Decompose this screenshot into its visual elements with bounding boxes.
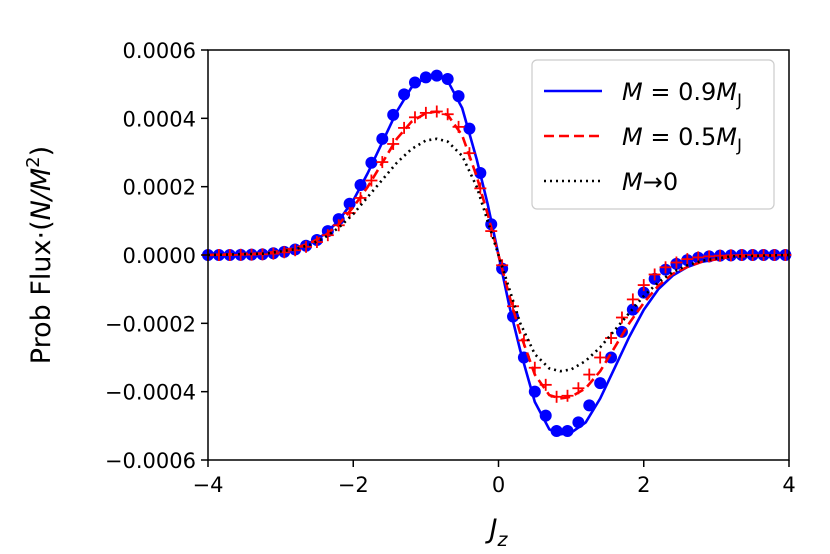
y-axis-label-suffix: ) xyxy=(26,146,57,157)
series-1-point-18 xyxy=(398,121,411,134)
series-layer xyxy=(202,69,792,437)
y-tick-label-3: 0.0000 xyxy=(123,244,196,268)
x-tick-label-2: 0 xyxy=(492,473,505,497)
series-0-point-32 xyxy=(550,424,563,437)
legend-label-2: M→0 xyxy=(622,168,678,196)
series-0-point-18 xyxy=(398,88,411,101)
y-axis-label-sup: 2 xyxy=(23,156,44,167)
y-tick-label-5: 0.0004 xyxy=(123,107,196,131)
series-0-point-24 xyxy=(463,122,476,135)
series-1-point-15 xyxy=(365,174,378,187)
series-1-point-21 xyxy=(430,105,443,118)
x-axis-label-main: J xyxy=(485,514,498,545)
series-1-point-25 xyxy=(474,182,487,195)
series-1-point-10 xyxy=(310,236,323,249)
series-0-point-20 xyxy=(419,71,432,84)
legend-label-0: M = 0.9MJ xyxy=(622,78,742,111)
legend: M = 0.9MJ M = 0.5MJ M→0 xyxy=(531,59,775,210)
series-1-point-42 xyxy=(659,261,672,274)
series-0-point-22 xyxy=(441,73,454,86)
series-0-point-13 xyxy=(343,197,356,210)
series-1-point-31 xyxy=(539,378,552,391)
x-axis-label-sub: z xyxy=(496,529,508,551)
series-1-point-16 xyxy=(376,156,389,169)
series-1-point-26 xyxy=(485,225,498,238)
x-tick-label-3: 2 xyxy=(637,473,650,497)
series-1-point-41 xyxy=(648,268,661,281)
y-tick-label-1: −0.0004 xyxy=(105,381,196,405)
series-0-point-30 xyxy=(528,385,541,398)
series-0-point-14 xyxy=(354,178,367,191)
series-1-point-35 xyxy=(583,368,596,381)
y-axis-label-var: N/M xyxy=(26,168,57,221)
series-1-point-32 xyxy=(550,390,563,403)
series-0-point-40 xyxy=(637,286,650,299)
series-0-point-25 xyxy=(474,167,487,179)
series-1-point-17 xyxy=(387,137,400,150)
series-0-point-23 xyxy=(452,90,465,103)
series-1-point-47 xyxy=(714,249,727,262)
series-0-point-17 xyxy=(387,108,400,121)
legend-box xyxy=(531,59,775,210)
y-tick-label-6: 0.0006 xyxy=(123,39,196,63)
series-1-point-44 xyxy=(681,253,694,266)
y-tick-label-2: −0.0002 xyxy=(105,312,196,336)
series-1-point-20 xyxy=(419,106,432,119)
series-1-point-12 xyxy=(332,219,345,232)
series-1-point-39 xyxy=(626,293,639,306)
series-1-point-30 xyxy=(528,361,541,374)
series-1-point-9 xyxy=(300,240,313,253)
series-0-point-33 xyxy=(561,424,574,437)
series-1-point-40 xyxy=(637,279,650,292)
series-1-point-11 xyxy=(321,229,334,242)
series-0-point-35 xyxy=(583,399,596,412)
x-axis-label: Jz xyxy=(485,514,509,551)
series-0-point-19 xyxy=(408,76,421,89)
series-1-point-8 xyxy=(289,244,302,257)
series-1-point-19 xyxy=(408,111,421,124)
x-tick-label-4: 4 xyxy=(782,473,795,497)
series-line-2 xyxy=(207,137,790,373)
y-tick-label-0: −0.0006 xyxy=(105,449,196,473)
series-1-point-36 xyxy=(594,351,607,364)
x-tick-label-1: −2 xyxy=(338,473,369,497)
y-tick-label-4: 0.0002 xyxy=(123,176,196,200)
series-1-point-28 xyxy=(507,300,520,313)
series-1-point-24 xyxy=(463,147,476,160)
series-1-point-22 xyxy=(441,108,454,121)
series-0-point-34 xyxy=(572,416,585,429)
y-axis-label-prefix: Prob Flux·( xyxy=(26,220,57,364)
legend-label-1: M = 0.5MJ xyxy=(622,123,742,156)
series-1-point-27 xyxy=(496,259,509,272)
series-0-point-28 xyxy=(507,310,520,323)
series-1-point-14 xyxy=(354,191,367,204)
series-0-point-21 xyxy=(430,69,443,82)
series-0-point-36 xyxy=(594,377,607,390)
series-0-point-16 xyxy=(376,132,389,145)
x-tick-label-0: −4 xyxy=(193,473,224,497)
ticks-layer: −4 −2 0 2 4 −0.0006 −0.0004 −0.0002 0.0000 0.0002… xyxy=(105,39,796,497)
series-0-point-31 xyxy=(539,409,552,422)
y-axis-label: Prob Flux·(N/M2) xyxy=(23,146,57,364)
series-1-point-23 xyxy=(452,120,465,133)
series-1-point-43 xyxy=(670,256,683,269)
series-0-point-15 xyxy=(365,156,378,169)
series-1-point-38 xyxy=(615,311,628,324)
series-1-point-46 xyxy=(703,250,716,263)
series-1-point-37 xyxy=(605,332,618,345)
series-1-point-33 xyxy=(561,389,574,402)
series-1-point-34 xyxy=(572,382,585,395)
